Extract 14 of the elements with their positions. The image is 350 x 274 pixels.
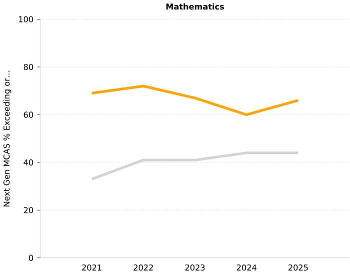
y-axis-title: Next Gen MCAS % Exceeding or… xyxy=(3,70,12,206)
chart-title: Mathematics xyxy=(166,3,224,10)
y-tick-label: 20 xyxy=(24,207,34,214)
y-tick-label: 80 xyxy=(24,64,34,70)
line-series xyxy=(90,84,300,116)
y-tick-label: 40 xyxy=(24,159,34,166)
x-tick-label: 2024 xyxy=(236,264,256,271)
y-tick-label: 0 xyxy=(28,254,34,261)
x-tick-label: 2023 xyxy=(185,264,205,271)
y-tick-label: 100 xyxy=(19,16,34,22)
x-tick-label: 2021 xyxy=(82,264,102,271)
x-tick-label: 2022 xyxy=(134,264,153,271)
y-tick-label: 60 xyxy=(24,112,34,118)
x-tick-label: 2025 xyxy=(288,264,308,271)
